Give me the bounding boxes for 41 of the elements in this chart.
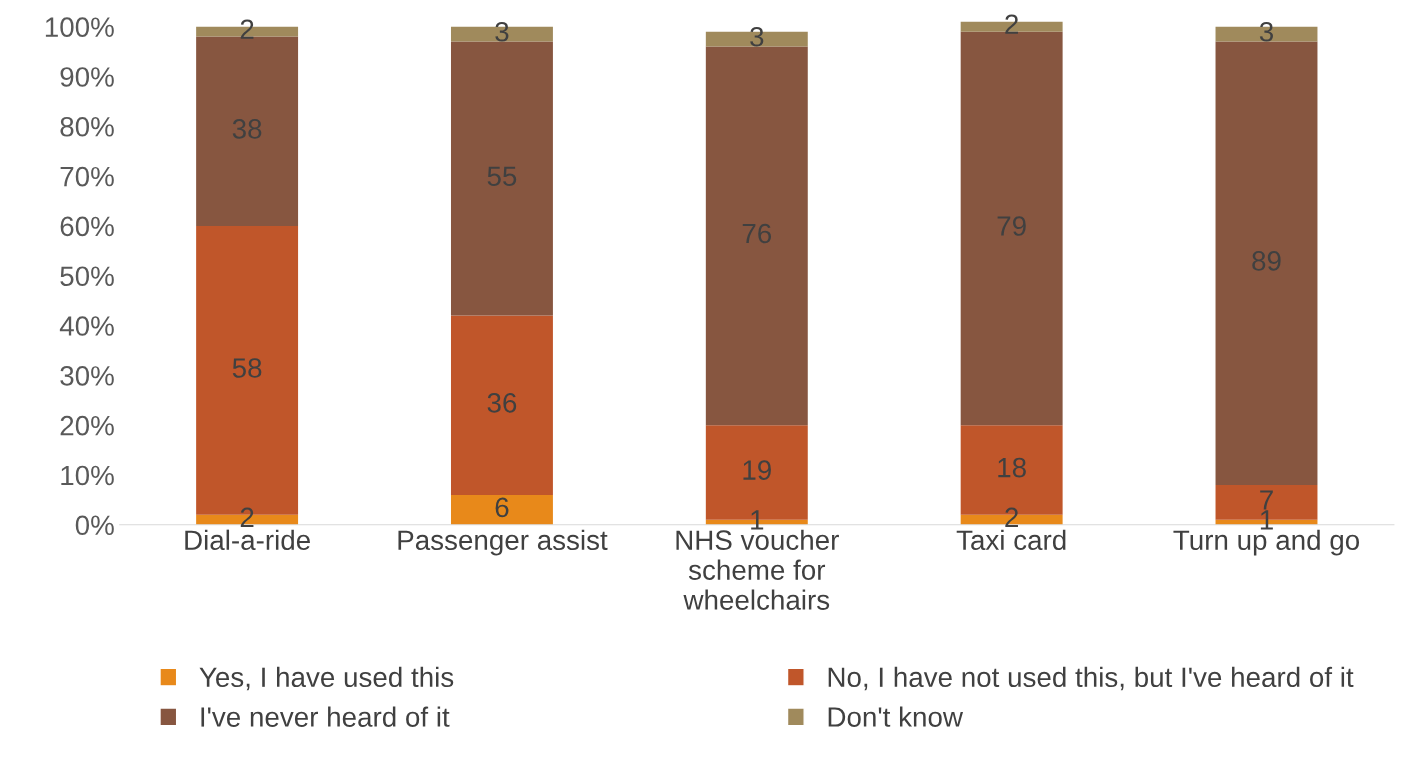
data-label: 55 [487,166,517,187]
data-label: 18 [998,457,1026,478]
data-label: 2 [240,507,254,527]
legend-label: Don't know [828,706,964,727]
y-tick-label: 10% [61,465,114,486]
data-label: 79 [997,216,1026,236]
data-label: 38 [232,119,262,139]
y-tick-label: 40% [59,316,114,336]
data-label: 19 [743,460,771,480]
bar [705,46,808,426]
x-tick-label: NHS voucher scheme for wheelchairs [676,529,839,610]
legend-label: Yes, I have used this [199,666,454,691]
data-label: 89 [1252,251,1281,271]
x-tick-label: Dial-a-ride [185,529,310,551]
y-tick-label: 0% [75,515,114,536]
data-label: 3 [495,21,509,42]
y-tick-label: 20% [60,415,114,436]
x-tick-label: Taxi card [956,529,1066,551]
legend-label: I've never heard of it [201,706,450,727]
data-label: 76 [742,223,772,244]
y-tick-label: 70% [60,166,114,187]
bar [1215,41,1318,485]
legend-label: No, I have not used this, but I've heard of it [828,666,1354,691]
data-label: 36 [487,393,517,413]
data-label: 3 [1259,21,1273,42]
y-tick-label: 30% [60,366,114,386]
y-tick-label: 50% [60,266,114,287]
data-label: 7 [1260,490,1273,510]
x-tick-label: Passenger assist [398,529,608,556]
data-label: 3 [750,26,764,47]
y-tick-label: 90% [60,67,114,87]
y-tick-label: 100% [45,17,114,37]
y-tick-label: 80% [60,116,114,137]
data-label: 2 [1005,507,1018,527]
bar [450,41,553,316]
bar [450,494,553,525]
data-label: 6 [495,497,509,518]
y-tick-label: 60% [60,216,114,237]
data-label: 58 [232,358,262,378]
bar [450,315,553,495]
x-tick-label: Turn up and go [1173,529,1360,556]
